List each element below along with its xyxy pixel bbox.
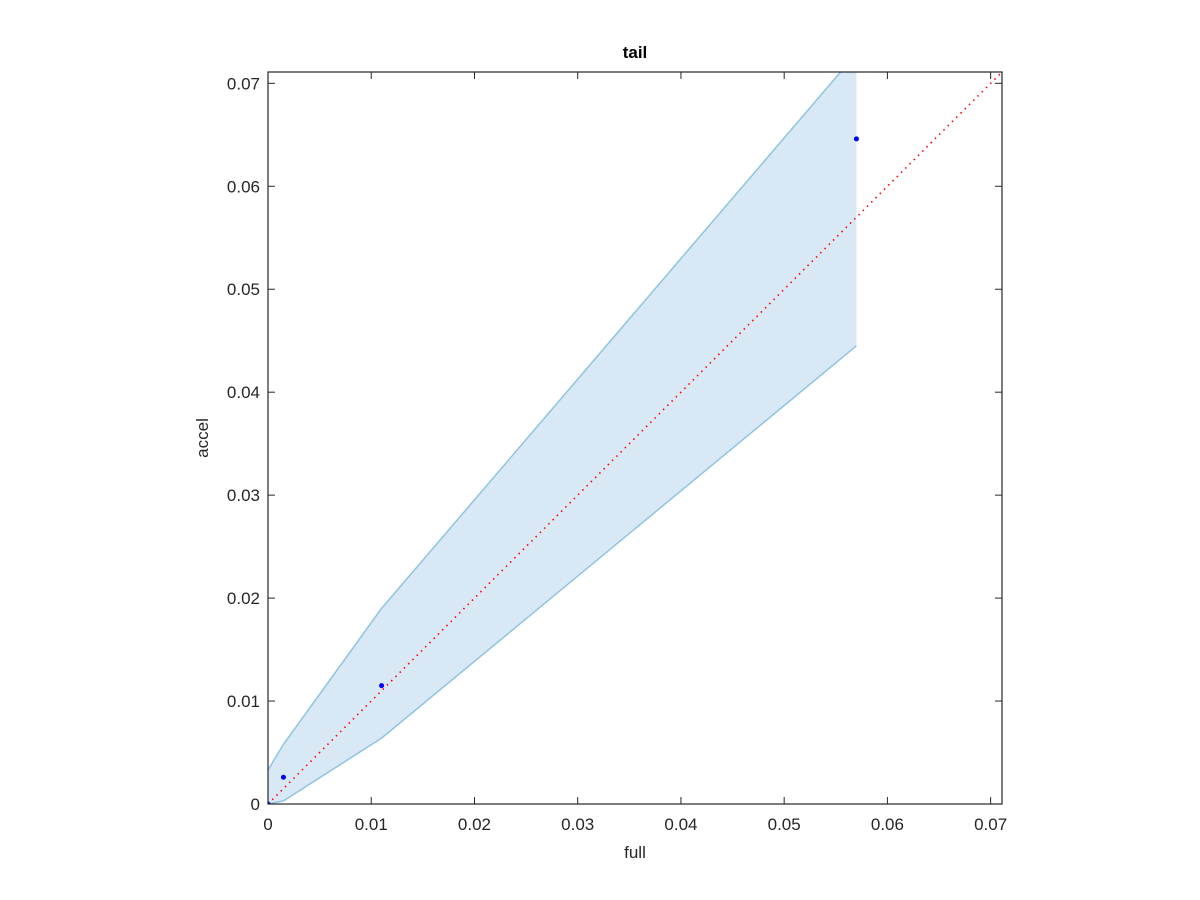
- y-tick-label: 0.04: [227, 383, 260, 402]
- data-point: [853, 136, 859, 142]
- y-tick-label: 0.07: [227, 74, 260, 93]
- x-tick-label: 0.01: [355, 815, 388, 834]
- data-point: [379, 683, 385, 689]
- y-axis-label: accel: [193, 418, 212, 458]
- x-tick-label: 0.02: [458, 815, 491, 834]
- x-axis-label: full: [624, 843, 646, 862]
- y-tick-label: 0.05: [227, 280, 260, 299]
- y-tick-label: 0.03: [227, 486, 260, 505]
- x-tick-label: 0.06: [871, 815, 904, 834]
- data-point: [268, 801, 271, 804]
- data-point: [280, 774, 286, 780]
- x-tick-label: 0.04: [664, 815, 697, 834]
- axes-box: [267, 71, 1003, 805]
- x-tick-label: 0.05: [768, 815, 801, 834]
- x-tick-label: 0.07: [974, 815, 1007, 834]
- chart-title: tail: [623, 43, 648, 62]
- x-tick-label: 0: [263, 815, 272, 834]
- plot-area: [268, 72, 1002, 804]
- band-edge: [268, 72, 842, 771]
- y-tick-label: 0.01: [227, 692, 260, 711]
- y-tick-label: 0: [251, 795, 260, 814]
- band-edge: [268, 345, 857, 804]
- y-tick-label: 0.06: [227, 177, 260, 196]
- confidence-band: [268, 72, 857, 804]
- x-tick-label: 0.03: [561, 815, 594, 834]
- y-tick-label: 0.02: [227, 589, 260, 608]
